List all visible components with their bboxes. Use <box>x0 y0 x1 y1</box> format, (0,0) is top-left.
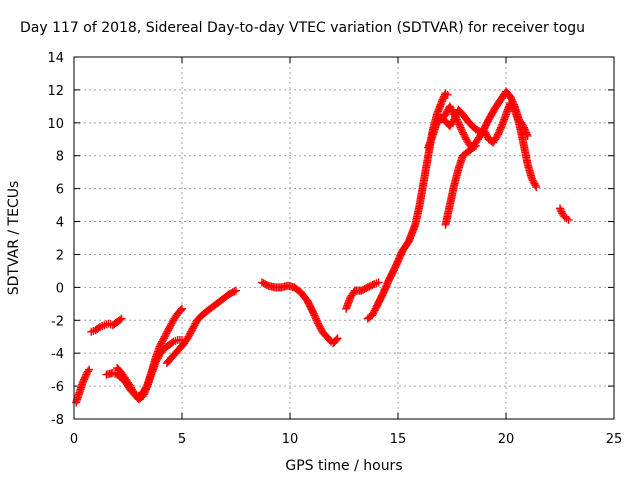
data-point <box>167 338 176 347</box>
data-series-6 <box>257 278 342 348</box>
axis-ticks: 0 5 10 15 20 25 -8 -6 -4 -2 0 2 4 6 8 10 12 14 <box>47 51 622 447</box>
y-tick-label: 14 <box>47 51 64 66</box>
data-point <box>94 323 103 332</box>
data-series-11 <box>441 141 480 229</box>
x-tick-label: 20 <box>498 432 515 447</box>
y-tick-label: -2 <box>51 314 64 329</box>
y-tick-label: -8 <box>51 413 64 428</box>
data-point <box>117 314 126 323</box>
data-point <box>374 278 383 287</box>
data-series-12 <box>556 204 573 224</box>
data-point <box>471 141 480 150</box>
data-point <box>85 365 94 374</box>
x-axis-label: GPS time / hours <box>285 458 402 474</box>
y-tick-label: 12 <box>47 84 64 99</box>
data-point <box>368 280 377 289</box>
chart-title: Day 117 of 2018, Sidereal Day-to-day VTE… <box>20 20 585 36</box>
x-tick-label: 25 <box>606 432 623 447</box>
y-tick-label: 2 <box>56 248 64 263</box>
y-axis-label: SDTVAR / TECUs <box>6 181 22 296</box>
data-point <box>178 304 186 313</box>
y-tick-label: 10 <box>47 117 64 132</box>
data-point <box>333 334 342 343</box>
data-series-10 <box>437 99 541 191</box>
data-point <box>116 315 125 324</box>
x-tick-label: 5 <box>178 432 186 447</box>
x-tick-label: 0 <box>70 432 78 447</box>
data-series-4 <box>113 336 186 404</box>
y-tick-label: -6 <box>51 380 64 395</box>
x-tick-label: 10 <box>282 432 299 447</box>
y-tick-label: 4 <box>56 216 64 231</box>
data-point <box>470 142 479 151</box>
data-point <box>532 182 541 191</box>
data-markers <box>72 87 573 407</box>
data-point <box>176 305 185 314</box>
data-point <box>230 287 239 296</box>
plot-frame <box>73 56 615 420</box>
data-point <box>232 286 240 295</box>
y-tick-label: 8 <box>56 150 64 165</box>
data-series-2 <box>87 314 126 336</box>
y-tick-label: 6 <box>56 183 64 198</box>
data-point <box>531 181 540 190</box>
data-series-1 <box>72 365 94 407</box>
data-point <box>443 90 452 99</box>
data-series-7 <box>342 278 383 313</box>
y-tick-label: 0 <box>56 281 64 296</box>
x-tick-label: 15 <box>390 432 407 447</box>
y-tick-label: -4 <box>51 347 64 362</box>
data-point <box>332 335 341 344</box>
data-point <box>564 215 573 224</box>
data-series-5 <box>162 286 240 368</box>
data-point <box>84 367 93 376</box>
